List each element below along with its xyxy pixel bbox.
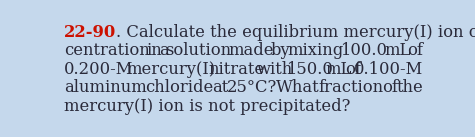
Text: in: in	[146, 42, 162, 59]
Text: chloride: chloride	[145, 79, 213, 96]
Text: the: the	[396, 79, 423, 96]
Text: mercury(I): mercury(I)	[126, 61, 215, 78]
Text: centration: centration	[64, 42, 150, 59]
Text: fraction: fraction	[318, 79, 383, 96]
Text: 150.0: 150.0	[286, 61, 333, 78]
Text: mL: mL	[384, 42, 410, 59]
Text: of: of	[345, 61, 361, 78]
Text: 0.200-M: 0.200-M	[64, 61, 133, 78]
Text: mL: mL	[326, 61, 352, 78]
Text: nitrate: nitrate	[208, 61, 264, 78]
Text: of: of	[407, 42, 423, 59]
Text: . Calculate the equilibrium mercury(I) ion con-: . Calculate the equilibrium mercury(I) i…	[116, 24, 475, 41]
Text: aluminum: aluminum	[64, 79, 147, 96]
Text: 25°C?: 25°C?	[227, 79, 277, 96]
Text: at: at	[212, 79, 228, 96]
Text: a: a	[159, 42, 169, 59]
Text: 22-90: 22-90	[64, 24, 116, 41]
Text: What: What	[276, 79, 319, 96]
Text: of: of	[382, 79, 398, 96]
Text: made: made	[228, 42, 274, 59]
Text: 0.100-M: 0.100-M	[354, 61, 423, 78]
Text: solution: solution	[165, 42, 231, 59]
Text: mixing: mixing	[287, 42, 343, 59]
Text: with: with	[257, 61, 293, 78]
Text: mercury(I) ion is not precipitated?: mercury(I) ion is not precipitated?	[64, 98, 350, 115]
Text: by: by	[271, 42, 290, 59]
Text: 100.0: 100.0	[340, 42, 387, 59]
